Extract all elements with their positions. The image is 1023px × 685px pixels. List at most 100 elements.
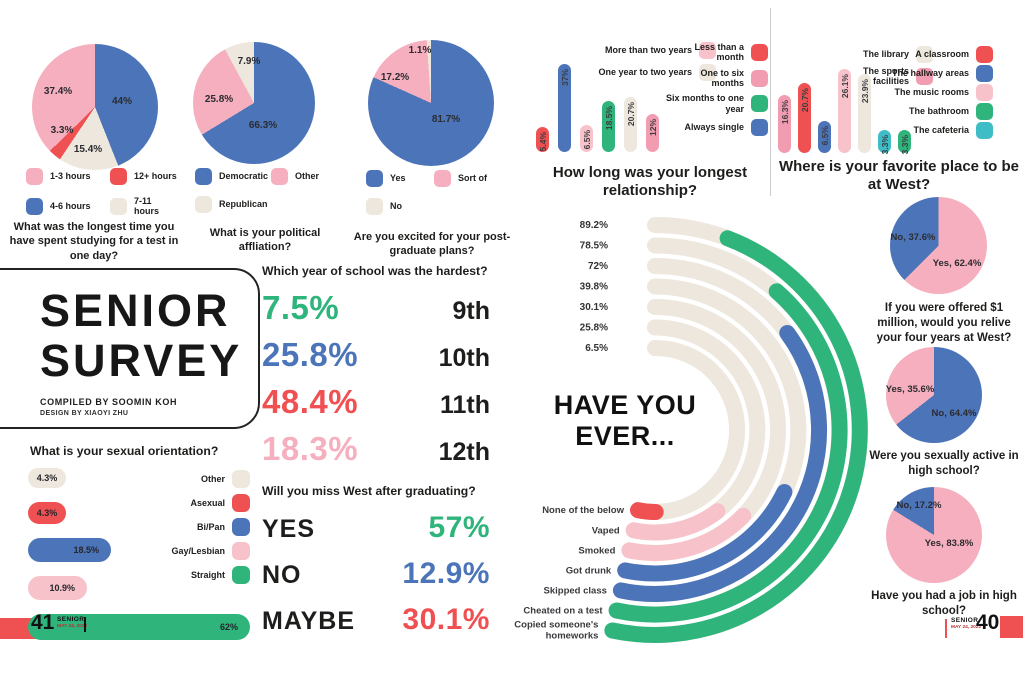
legend-label: One year to two years — [598, 67, 692, 78]
bar-value-label: 6.5% — [581, 130, 592, 150]
footer-right-date: MAY 24, 2022 — [951, 624, 982, 630]
legend-label: Less than a month — [694, 42, 744, 63]
legend-label: Yes — [390, 173, 406, 184]
hardest-year-row: 48.4% 11th — [262, 383, 490, 421]
legend-swatch — [976, 65, 993, 82]
footer-left-red-tab — [0, 618, 36, 639]
chart-relationship: 5.4% 37% 6.5% 18.5% 20.7% 12% More than two y… — [530, 28, 770, 199]
bar-straight: 62% — [28, 614, 250, 640]
legend-item-straight: Straight — [160, 566, 250, 584]
legend-swatch — [976, 122, 993, 139]
million-pie — [890, 197, 987, 294]
legend-label: Six months to one year — [666, 93, 745, 114]
chart-orientation: What is your sexual orientation? 4.3% 4.3… — [10, 444, 258, 644]
have-you-ever-title-line2: EVER... — [575, 421, 675, 452]
legend-swatch — [271, 168, 288, 185]
legend-label: 4-6 hours — [50, 201, 91, 212]
legend-swatch — [232, 542, 250, 560]
favorite-legend-right: A classroom The hallway areas The music ro… — [887, 46, 993, 139]
ring-pct-label: 30.1% — [580, 302, 608, 313]
million-title: If you were offered $1 million, would yo… — [876, 302, 1012, 344]
legend-item-yes: Yes — [366, 170, 434, 187]
bar-asexual: 4.3% — [28, 502, 66, 524]
bar-one-to-six-months: 12% — [646, 114, 659, 152]
favorite-place-title: Where is your favorite place to be at We… — [778, 158, 1020, 193]
postgrad-legend: Yes Sort of No — [366, 170, 516, 215]
legend-item-asexual: Asexual — [160, 494, 250, 512]
legend-item-the-music-rooms: The music rooms — [887, 84, 993, 101]
ring-pct-label: 72% — [588, 261, 608, 272]
chart-sexually-active: Yes, 35.6% No, 64.4% Were you sexually a… — [868, 345, 1020, 485]
miss-west-answer: NO — [262, 561, 302, 590]
chart-miss-west: Will you miss West after graduating? YES… — [262, 484, 490, 654]
legend-label: The cafeteria — [913, 125, 969, 136]
chart-studying-time: 37.4% 44% 3.3% 15.4% 1-3 hours 12+ hours 4… — [8, 28, 180, 270]
legend-swatch — [110, 168, 127, 185]
bar-the-hallway-areas: 6.5% — [818, 121, 831, 153]
hardest-year-pct: 18.3% — [262, 430, 359, 468]
masthead-box: SENIOR SURVEY COMPILED BY SOOMIN KOH DES… — [0, 268, 260, 429]
top-divider-line — [770, 8, 771, 196]
bar-gay-lesbian: 10.9% — [28, 576, 87, 600]
legend-swatch — [232, 518, 250, 536]
ring-pct-label: 39.8% — [580, 282, 608, 293]
bar-bi-pan: 18.5% — [28, 538, 111, 562]
hardest-year-row: 25.8% 10th — [262, 336, 490, 374]
hardest-year-row: 7.5% 9th — [262, 289, 490, 327]
active-pie — [886, 347, 982, 443]
legend-label: Asexual — [190, 497, 225, 508]
legend-swatch — [751, 69, 768, 87]
chart-favorite-place: 16.3% 20.7% 6.5% 26.1% 23.9% 3.3% 3.3% The lib… — [775, 28, 1023, 206]
ring-value-4 — [621, 507, 752, 562]
legend-swatch — [751, 95, 768, 113]
studying-pie — [32, 44, 158, 170]
legend-item-always-single: Always single — [666, 119, 768, 137]
ring-category-label: Cheated on a test — [523, 606, 603, 617]
footer-right-rule — [945, 619, 947, 638]
legend-swatch — [699, 64, 716, 81]
legend-label: The sports facilities — [862, 66, 909, 87]
ring-value-1 — [608, 283, 848, 623]
legend-label: Republican — [219, 199, 268, 210]
legend-swatch — [232, 566, 250, 584]
legend-item-six-months-to-one-year: Six months to one year — [666, 93, 768, 114]
orientation-legend: Other Asexual Bi/Pan Gay/Lesbian Straight — [160, 470, 250, 584]
bar-value-label: 20.7% — [625, 101, 636, 126]
footer-left-page-number: 41 — [31, 611, 55, 634]
legend-item-republican: Republican — [195, 196, 271, 213]
legend-label: One to six months — [700, 67, 744, 89]
hardest-year-grade: 10th — [438, 344, 490, 373]
legend-swatch — [110, 197, 127, 215]
hardest-year-title: Which year of school was the hardest? — [262, 264, 488, 278]
legend-label: Straight — [190, 569, 225, 580]
miss-west-pct: 57% — [428, 511, 490, 545]
miss-west-row: YES 57% — [262, 511, 490, 547]
ring-category-label: Copied someone's homeworks — [514, 620, 598, 642]
bar-the-library: 23.9% — [858, 74, 871, 153]
ring-category-label: Got drunk — [566, 565, 612, 576]
hardest-year-pct: 25.8% — [262, 336, 359, 374]
hardest-year-grade: 9th — [452, 297, 491, 326]
legend-label: The library — [862, 49, 909, 60]
bar-value-label: 5.4% — [537, 132, 548, 152]
legend-item-less-than-a-month: Less than a month — [666, 42, 768, 63]
bar-the-cafeteria: 3.3% — [878, 130, 891, 154]
bar-a-classroom: 20.7% — [798, 83, 811, 153]
legend-swatch — [916, 67, 933, 85]
orientation-title: What is your sexual orientation? — [30, 444, 219, 458]
chart-hardest-year: Which year of school was the hardest? 7.… — [262, 264, 490, 476]
studying-title: What was the longest time you have spent… — [9, 221, 179, 262]
legend-swatch — [366, 198, 383, 215]
legend-item-the-hallway-areas: The hallway areas — [887, 65, 993, 82]
legend-swatch — [751, 43, 768, 61]
legend-label: Democratic — [219, 171, 269, 182]
bar-the-bathroom: 3.3% — [898, 130, 911, 154]
legend-item-one-to-six-months: One to six months — [666, 68, 768, 89]
footer-left-date: MAY 24, 2022 — [57, 623, 88, 629]
bar-value-label: 10.9% — [49, 583, 75, 593]
studying-legend: 1-3 hours 12+ hours 4-6 hours 7-11 hours — [26, 168, 178, 217]
relationship-legend-left: More than two years One year to two years — [586, 42, 716, 81]
legend-swatch — [366, 170, 383, 187]
ring-value-5 — [625, 503, 726, 541]
footer-right-section-block: SENIOR MAY 24, 2022 — [951, 617, 982, 631]
